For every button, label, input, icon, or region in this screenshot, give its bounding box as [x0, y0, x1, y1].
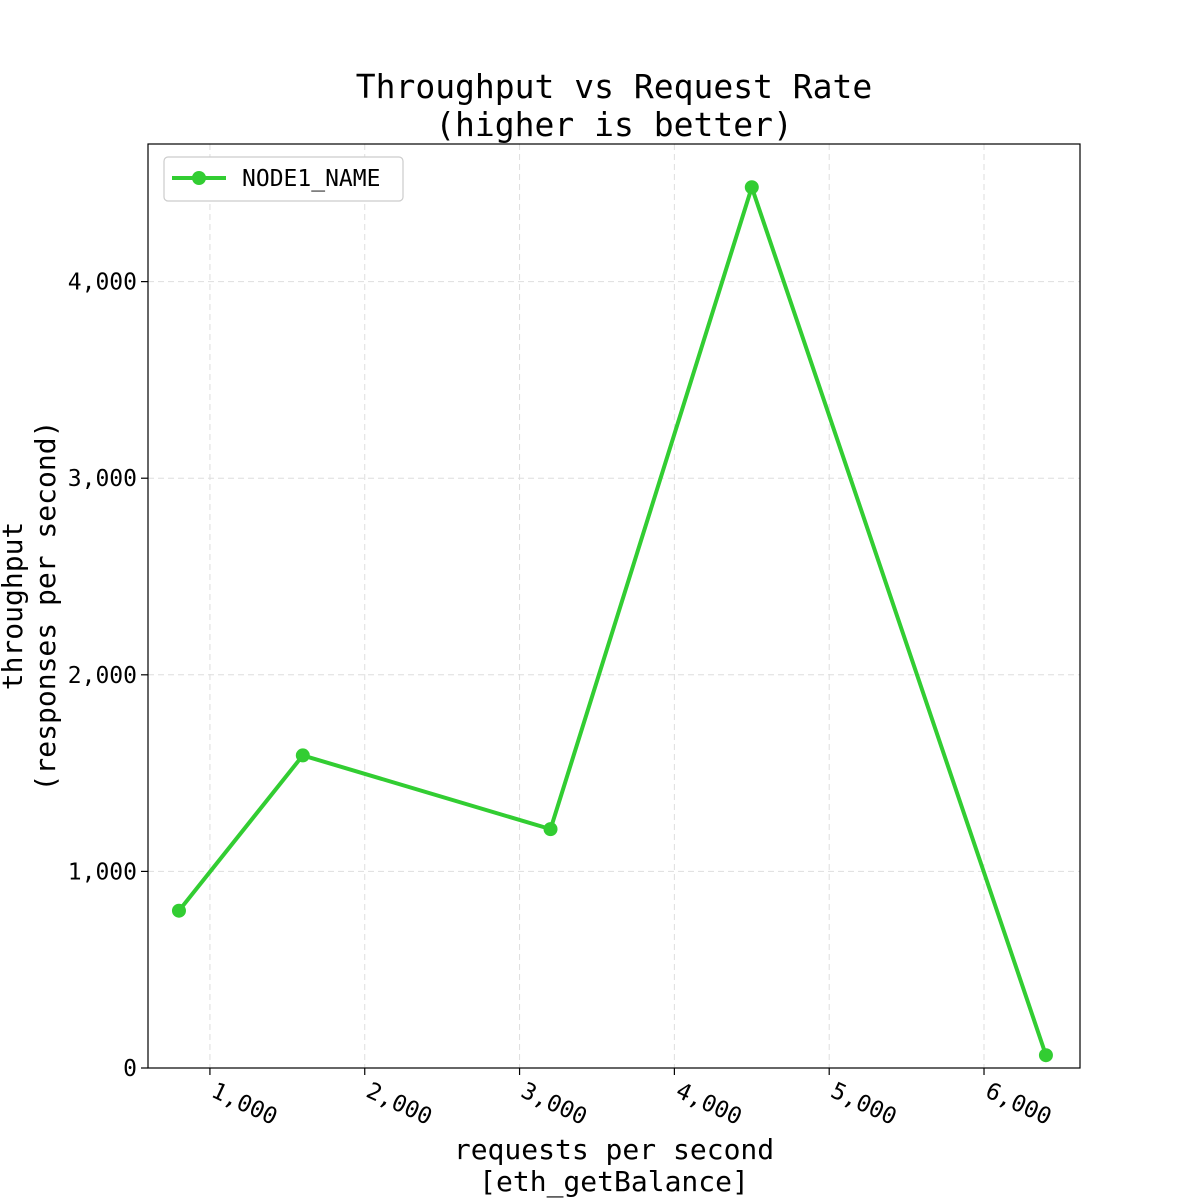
series-layer — [171, 180, 1053, 1063]
x-tick-label: 1,000 — [207, 1078, 281, 1131]
y-tick-label: 0 — [123, 1056, 137, 1082]
legend-label: NODE1_NAME — [242, 166, 380, 192]
legend-box — [163, 156, 404, 202]
chart-title-line-2: (higher is better) — [435, 105, 793, 144]
y-axis-label: throughput (responses per second) — [0, 421, 62, 792]
x-tick-label: 6,000 — [981, 1078, 1055, 1131]
plot-area-frame — [147, 143, 1081, 1069]
x-axis-label-line-2: [eth_getBalance] — [479, 1165, 749, 1199]
grid-lines — [148, 144, 1080, 1069]
y-axis-label-line-2: (responses per second) — [29, 421, 62, 792]
y-tick-label: 2,000 — [68, 663, 137, 689]
x-tick-label: 5,000 — [827, 1078, 901, 1131]
y-tick-label: 1,000 — [68, 859, 137, 885]
x-tick-label: 3,000 — [517, 1078, 591, 1131]
y-axis-label-line-1: throughput — [0, 522, 29, 691]
x-tick-label: 4,000 — [672, 1078, 746, 1131]
chart-title: Throughput vs Request Rate (higher is be… — [356, 67, 873, 144]
data-point — [744, 180, 759, 195]
data-point — [295, 748, 310, 763]
series-line — [176, 185, 1048, 1058]
y-tick-label: 3,000 — [68, 466, 137, 492]
x-tick-label: 2,000 — [362, 1078, 436, 1131]
chart-title-line-1: Throughput vs Request Rate — [356, 67, 873, 106]
legend-marker-swatch — [192, 171, 206, 185]
legend: NODE1_NAME — [163, 156, 404, 202]
axis-ticks: 1,000 2,000 3,000 4,000 5,000 6,000 0 1,000 2,00… — [68, 270, 1055, 1131]
data-point — [1038, 1048, 1053, 1063]
x-axis-label: requests per second [eth_getBalance] — [454, 1133, 774, 1199]
data-point — [543, 822, 558, 837]
x-axis-label-line-1: requests per second — [454, 1133, 774, 1166]
y-tick-label: 4,000 — [68, 270, 137, 296]
data-point — [171, 903, 186, 918]
